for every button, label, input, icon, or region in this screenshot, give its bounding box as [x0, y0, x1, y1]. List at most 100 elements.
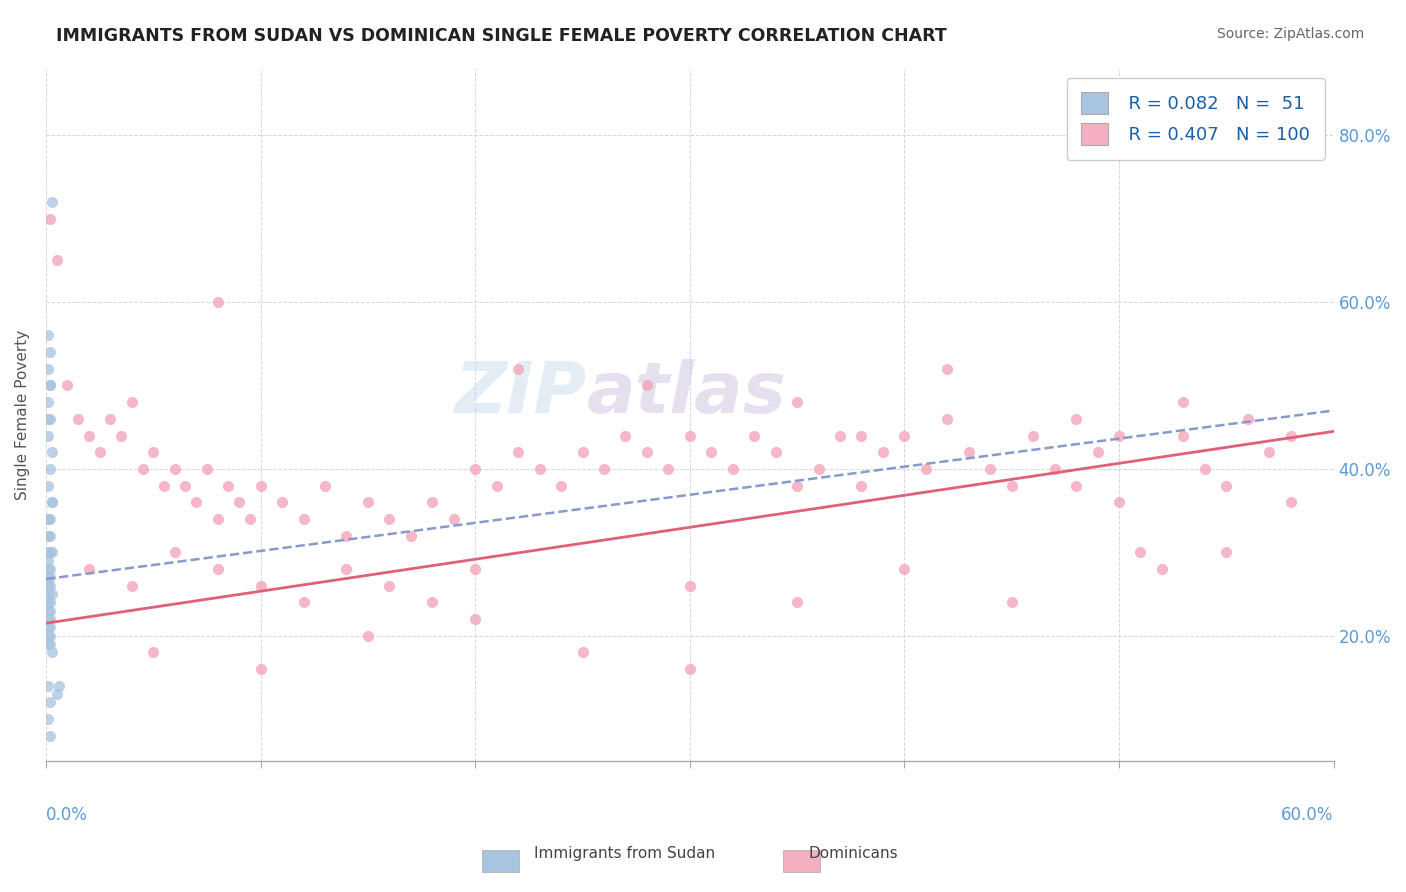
Point — [39, 211, 62, 226]
Point — [979, 462, 1001, 476]
Point — [936, 361, 959, 376]
Point — [571, 645, 593, 659]
Point — [163, 462, 186, 476]
Point — [228, 495, 250, 509]
Point — [37, 528, 59, 542]
Point — [249, 579, 271, 593]
Point — [39, 412, 62, 426]
Point — [110, 428, 132, 442]
Point — [142, 645, 165, 659]
Point — [48, 679, 70, 693]
Point — [1279, 495, 1302, 509]
Y-axis label: Single Female Poverty: Single Female Poverty — [15, 329, 30, 500]
Point — [464, 562, 486, 576]
Point — [207, 562, 229, 576]
Point — [77, 428, 100, 442]
Point — [786, 478, 808, 492]
Point — [37, 612, 59, 626]
Point — [45, 253, 67, 268]
Point — [485, 478, 508, 492]
Point — [271, 495, 294, 509]
Point — [39, 629, 62, 643]
Point — [39, 462, 62, 476]
Point — [893, 562, 915, 576]
Point — [915, 462, 938, 476]
Point — [1129, 545, 1152, 559]
Point — [807, 462, 830, 476]
Point — [1258, 445, 1281, 459]
Point — [41, 545, 63, 559]
Point — [39, 695, 62, 709]
Point — [174, 478, 197, 492]
Point — [742, 428, 765, 442]
Point — [121, 579, 143, 593]
Point — [1194, 462, 1216, 476]
Point — [37, 512, 59, 526]
Point — [508, 445, 530, 459]
Point — [851, 428, 873, 442]
Point — [239, 512, 262, 526]
Point — [131, 462, 153, 476]
Point — [37, 570, 59, 584]
Point — [39, 378, 62, 392]
Point — [186, 495, 208, 509]
Point — [593, 462, 616, 476]
Point — [378, 579, 401, 593]
Point — [420, 595, 443, 609]
Point — [464, 612, 486, 626]
Point — [163, 545, 186, 559]
Point — [39, 570, 62, 584]
Point — [357, 495, 380, 509]
Point — [508, 361, 530, 376]
Point — [872, 445, 894, 459]
Point — [550, 478, 572, 492]
Point — [37, 679, 59, 693]
Point — [195, 462, 218, 476]
Point — [679, 428, 702, 442]
Point — [1022, 428, 1045, 442]
Text: ZIP: ZIP — [454, 359, 586, 428]
Point — [41, 645, 63, 659]
Point — [636, 445, 658, 459]
Point — [571, 445, 593, 459]
Point — [957, 445, 980, 459]
Point — [142, 445, 165, 459]
Point — [443, 512, 465, 526]
Point — [37, 620, 59, 634]
Point — [1150, 562, 1173, 576]
Point — [39, 528, 62, 542]
Point — [37, 412, 59, 426]
Point — [1001, 595, 1024, 609]
Point — [39, 729, 62, 743]
Point — [45, 687, 67, 701]
Point — [1001, 478, 1024, 492]
Point — [335, 528, 357, 542]
Point — [314, 478, 336, 492]
Point — [41, 495, 63, 509]
Point — [786, 395, 808, 409]
Point — [56, 378, 79, 392]
Point — [679, 662, 702, 676]
Point — [37, 545, 59, 559]
Point — [893, 428, 915, 442]
Point — [39, 378, 62, 392]
Point — [37, 712, 59, 726]
Point — [1279, 428, 1302, 442]
Point — [41, 587, 63, 601]
Point — [39, 604, 62, 618]
Point — [37, 328, 59, 343]
Point — [41, 445, 63, 459]
Point — [37, 629, 59, 643]
Point — [37, 637, 59, 651]
Point — [636, 378, 658, 392]
Text: IMMIGRANTS FROM SUDAN VS DOMINICAN SINGLE FEMALE POVERTY CORRELATION CHART: IMMIGRANTS FROM SUDAN VS DOMINICAN SINGL… — [56, 27, 948, 45]
Point — [121, 395, 143, 409]
Point — [1108, 495, 1130, 509]
Legend:   R = 0.082   N =  51,   R = 0.407   N = 100: R = 0.082 N = 51, R = 0.407 N = 100 — [1067, 78, 1324, 160]
Point — [1173, 395, 1195, 409]
Point — [399, 528, 422, 542]
Point — [1236, 412, 1258, 426]
Point — [1173, 428, 1195, 442]
Point — [679, 579, 702, 593]
Point — [37, 562, 59, 576]
